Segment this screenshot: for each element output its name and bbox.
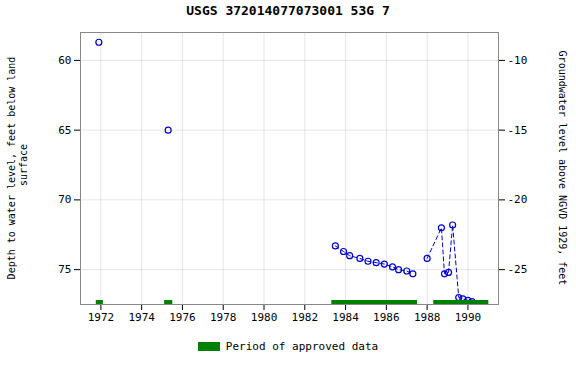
svg-text:65: 65	[58, 124, 71, 137]
svg-text:75: 75	[58, 263, 71, 276]
svg-text:1974: 1974	[128, 311, 155, 324]
svg-text:1980: 1980	[251, 311, 278, 324]
svg-text:1976: 1976	[169, 311, 196, 324]
svg-text:-15: -15	[508, 124, 528, 137]
html-text:Groundwater level above NGVD 1: Groundwater level above NGVD 1929, feet	[557, 50, 568, 286]
html-text:Depth to water level, feet bel: Depth to water level, feet below land su…	[6, 56, 29, 280]
html-text:Period of approved data: Period of approved data	[225, 339, 379, 353]
svg-text:1978: 1978	[210, 311, 237, 324]
svg-text:1982: 1982	[292, 311, 319, 324]
svg-text:-20: -20	[508, 193, 528, 206]
svg-text:1990: 1990	[455, 311, 482, 324]
svg-text:-10: -10	[508, 54, 528, 67]
svg-text:1984: 1984	[332, 311, 359, 324]
svg-text:1986: 1986	[373, 311, 400, 324]
svg-text:1988: 1988	[414, 311, 441, 324]
svg-text:60: 60	[58, 54, 71, 67]
svg-text:-25: -25	[508, 263, 528, 276]
html-text:USGS 372014077073001 53G 7: USGS 372014077073001 53G 7	[186, 3, 390, 18]
svg-text:70: 70	[58, 193, 71, 206]
svg-text:1972: 1972	[88, 311, 115, 324]
